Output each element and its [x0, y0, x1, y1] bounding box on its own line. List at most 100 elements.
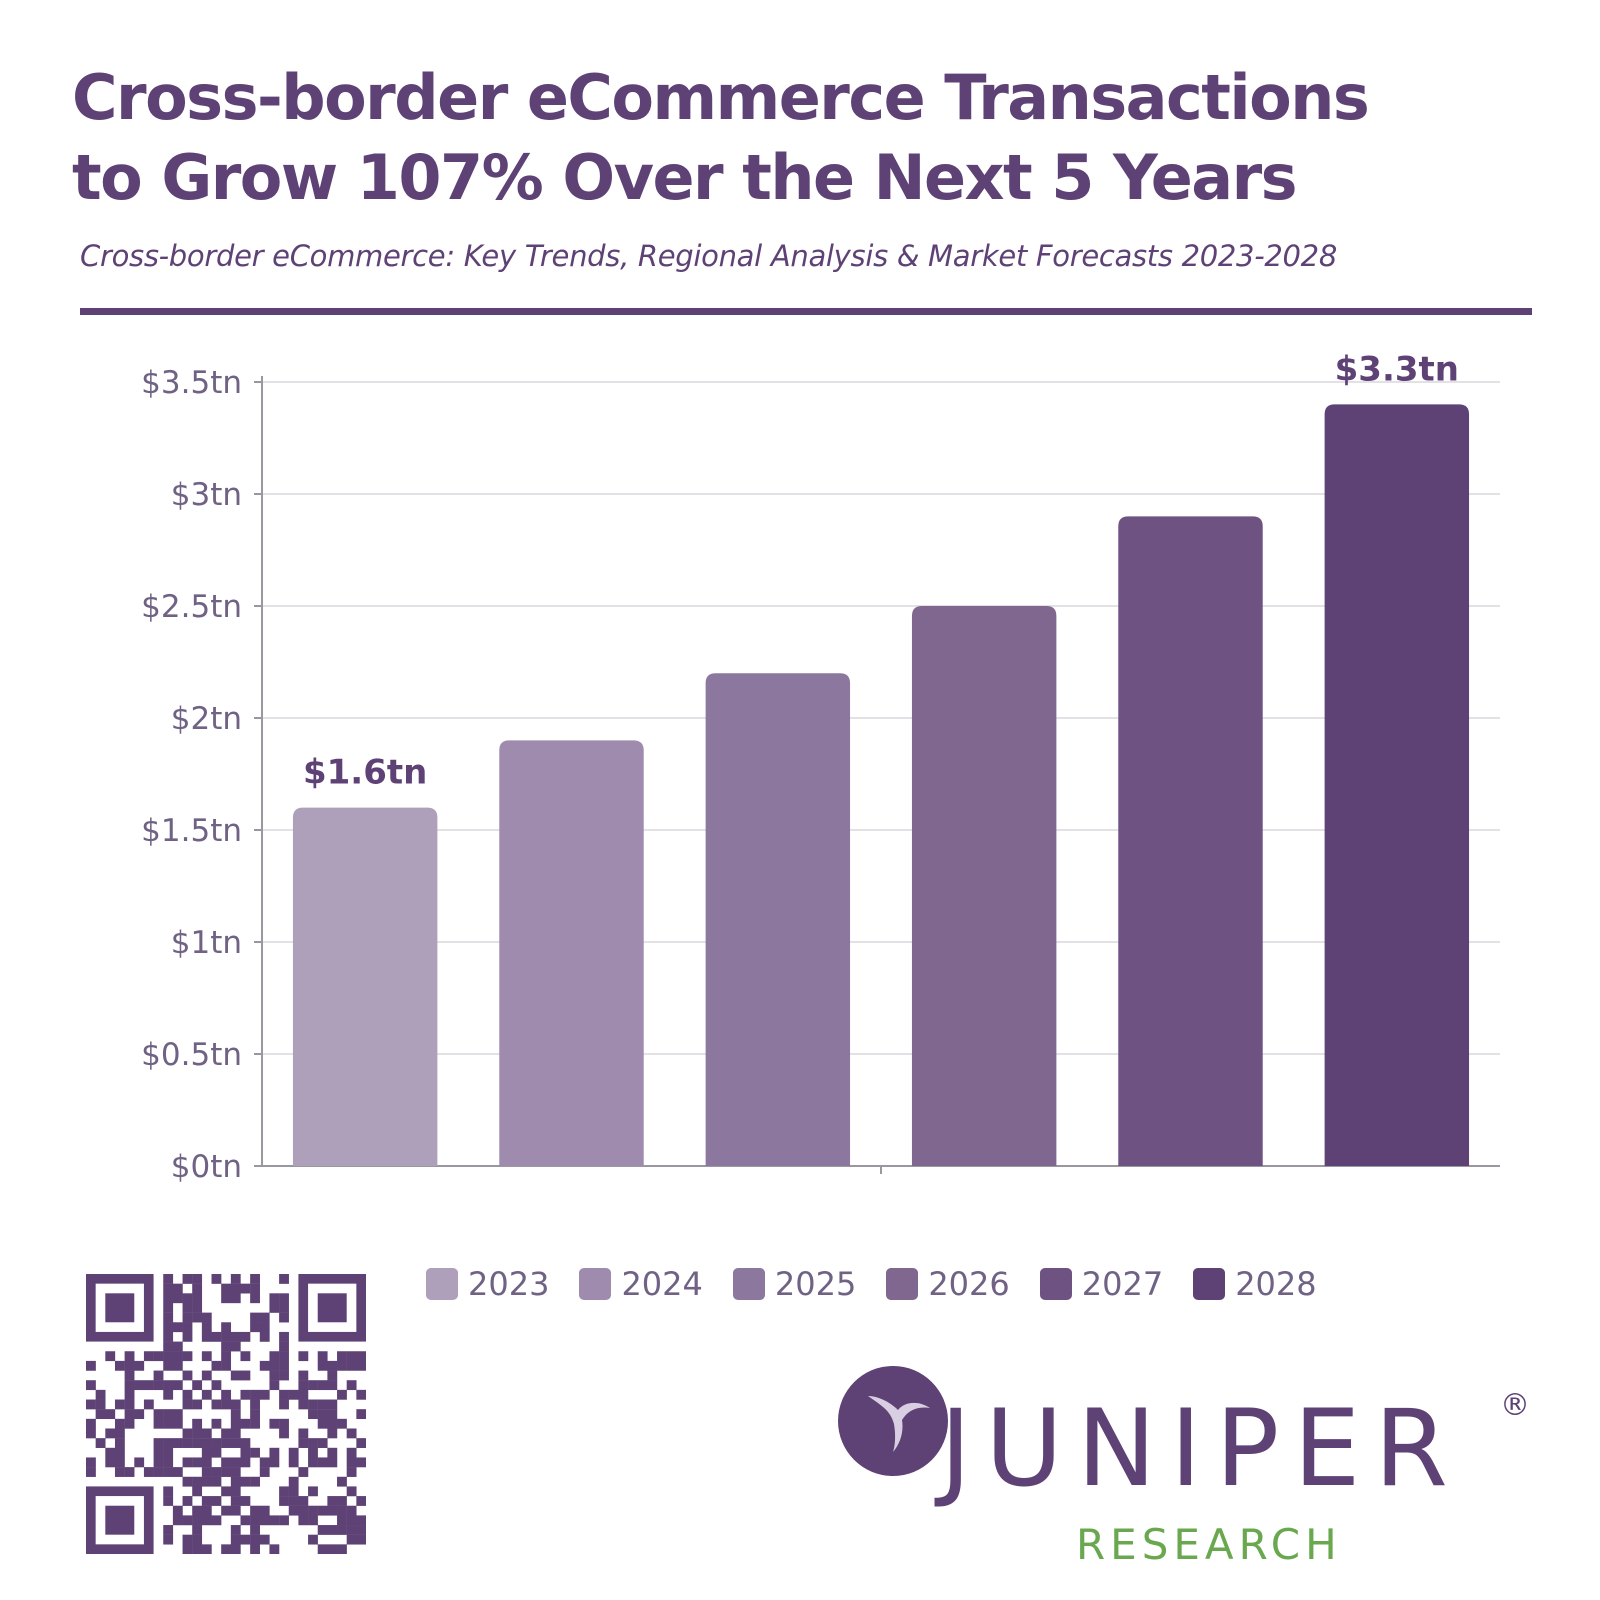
qr-module [327, 1428, 338, 1439]
qr-module [356, 1389, 366, 1400]
qr-module [201, 1447, 212, 1458]
qr-module [221, 1399, 232, 1410]
qr-finder-center [105, 1293, 135, 1323]
qr-module [192, 1293, 203, 1304]
qr-module [211, 1438, 222, 1448]
qr-module [327, 1360, 338, 1371]
legend-swatch [1193, 1268, 1226, 1300]
qr-module [279, 1331, 289, 1342]
qr-module [279, 1515, 289, 1526]
qr-module [153, 1457, 164, 1468]
qr-module [221, 1283, 232, 1294]
qr-module [250, 1515, 260, 1526]
qr-module [172, 1341, 183, 1352]
qr-module [317, 1418, 328, 1429]
qr-module [356, 1496, 366, 1506]
qr-module [172, 1467, 183, 1477]
qr-module [279, 1428, 289, 1439]
qr-module [317, 1457, 328, 1468]
qr-module [250, 1476, 260, 1487]
qr-module [317, 1525, 328, 1535]
qr-module [221, 1360, 232, 1371]
qr-module [298, 1438, 309, 1448]
qr-module [172, 1418, 183, 1429]
qr-module [221, 1322, 232, 1333]
qr-module [201, 1351, 212, 1362]
qr-module [182, 1312, 193, 1323]
qr-module [259, 1505, 270, 1516]
qr-module [192, 1476, 203, 1487]
legend-label: 2023 [468, 1265, 550, 1303]
qr-module [172, 1438, 183, 1448]
qr-module [221, 1331, 232, 1342]
qr-module [269, 1457, 280, 1468]
qr-module [298, 1505, 309, 1516]
qr-module [182, 1351, 193, 1362]
bar-2027 [1118, 516, 1263, 1166]
qr-module [250, 1399, 260, 1410]
qr-module [201, 1428, 212, 1439]
qr-module [172, 1409, 183, 1420]
legend-label: 2028 [1235, 1265, 1317, 1303]
qr-module [269, 1302, 280, 1313]
qr-module [308, 1438, 318, 1448]
qr-module [143, 1380, 154, 1391]
qr-module [298, 1467, 309, 1477]
qr-module [86, 1457, 96, 1468]
qr-module [114, 1447, 125, 1458]
qr-module [230, 1525, 241, 1535]
qr-module [211, 1399, 222, 1410]
qr-module [153, 1370, 164, 1381]
y-tick-label: $0.5tn [141, 1037, 242, 1073]
juniper-research-logo: JUNIPER ® RESEARCH [838, 1366, 1550, 1569]
qr-module [182, 1274, 193, 1284]
qr-module [356, 1534, 366, 1545]
qr-module [240, 1496, 251, 1506]
qr-module [240, 1438, 251, 1448]
qr-module [230, 1438, 241, 1448]
qr-module [240, 1515, 251, 1526]
qr-module [221, 1438, 232, 1448]
qr-module [356, 1409, 366, 1420]
qr-module [163, 1534, 174, 1545]
y-tick-label: $3tn [171, 477, 242, 513]
qr-module [221, 1341, 232, 1352]
qr-module [182, 1399, 193, 1410]
qr-module [134, 1360, 145, 1371]
y-tick-label: $3.5tn [141, 365, 242, 401]
qr-module [163, 1467, 174, 1477]
legend-swatch [579, 1268, 612, 1300]
qr-module [172, 1322, 183, 1333]
y-tick-label: $0tn [171, 1149, 242, 1185]
y-tick-label: $1.5tn [141, 813, 242, 849]
bar-2028 [1324, 404, 1470, 1166]
qr-module [211, 1360, 222, 1371]
qr-module [163, 1331, 174, 1342]
qr-module [269, 1293, 280, 1304]
qr-module [134, 1380, 145, 1391]
legend-swatch [732, 1268, 765, 1300]
qr-module [298, 1428, 309, 1439]
qr-module [259, 1515, 270, 1526]
qr-module [182, 1331, 193, 1342]
qr-module [182, 1302, 193, 1313]
qr-module [163, 1341, 174, 1352]
qr-module [327, 1380, 338, 1391]
qr-module [327, 1447, 338, 1458]
qr-module [337, 1476, 347, 1487]
qr-module [201, 1438, 212, 1448]
qr-module [337, 1418, 347, 1429]
qr-module [86, 1467, 96, 1477]
bar-2024 [499, 740, 644, 1166]
qr-module [105, 1428, 116, 1439]
qr-module [172, 1293, 183, 1304]
qr-module [230, 1283, 241, 1294]
qr-module [279, 1274, 289, 1284]
qr-module [317, 1399, 328, 1410]
qr-module [279, 1341, 289, 1352]
qr-module [240, 1370, 251, 1381]
qr-module [327, 1505, 338, 1516]
qr-module [288, 1389, 299, 1400]
qr-module [337, 1525, 347, 1535]
qr-module [134, 1457, 145, 1468]
